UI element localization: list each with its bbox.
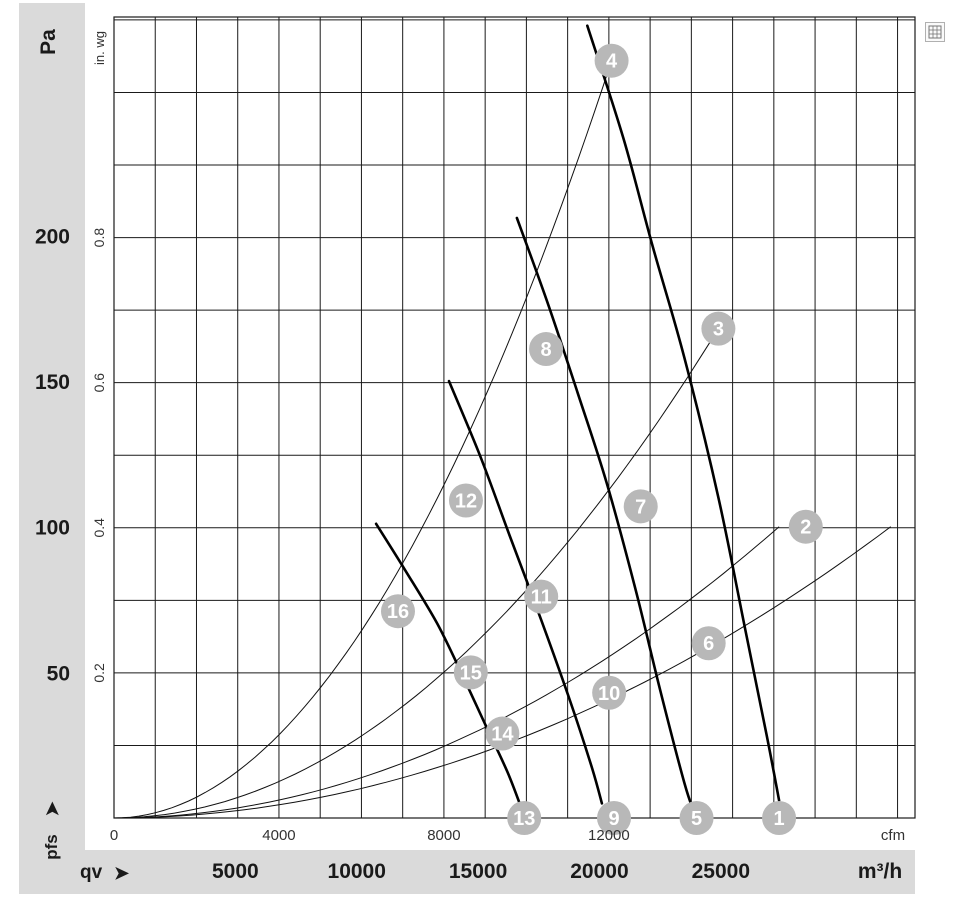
y-tick-label-inwg: 0.6 <box>91 373 107 393</box>
operating-point-label: 14 <box>491 724 514 746</box>
operating-point-marker <box>524 579 559 614</box>
operating-point-label: 15 <box>460 662 482 684</box>
y-tick-label-inwg: 0.4 <box>91 518 107 538</box>
system-curve <box>113 526 780 819</box>
operating-point-marker <box>762 801 797 835</box>
operating-point-label: 9 <box>608 808 619 830</box>
operating-point-label: 6 <box>703 633 714 655</box>
x-unit-cfm: cfm <box>881 827 905 844</box>
y-tick-label-inwg: 0.2 <box>91 663 107 683</box>
system-curve <box>113 328 719 819</box>
operating-point-label: 5 <box>691 808 702 830</box>
fan-curve <box>586 24 781 802</box>
operating-point-marker <box>788 509 823 544</box>
operating-point-marker <box>594 43 629 78</box>
operating-point-marker <box>592 675 627 710</box>
operating-point-marker <box>701 311 736 346</box>
y-tick-label-pa: 50 <box>47 662 70 685</box>
operating-point-marker <box>679 801 714 835</box>
axis-labels: Pa in. wg pfs ➤ qv ➤ m³/h cfm <box>37 29 905 883</box>
x-tick-label-cfm: 0 <box>110 827 118 844</box>
operating-point-marker <box>448 483 483 518</box>
operating-point-label: 8 <box>540 339 551 361</box>
operating-point-marker <box>453 655 488 690</box>
x-tick-label-m3h: 25000 <box>692 860 750 883</box>
plot-area <box>114 17 915 818</box>
operating-point-label: 10 <box>598 683 620 705</box>
system-curve <box>113 60 613 819</box>
operating-point-marker <box>597 801 632 835</box>
x-tick-label-m3h: 15000 <box>449 860 507 883</box>
y-tick-label-pa: 100 <box>35 517 70 540</box>
fan-curve <box>447 379 604 805</box>
left-unit-band <box>19 3 85 894</box>
y-tick-label-pa: 200 <box>35 225 70 248</box>
y-tick-label-inwg: 0.8 <box>91 228 107 248</box>
x-tick-label-m3h: 10000 <box>328 860 386 883</box>
operating-point-label: 7 <box>635 496 646 518</box>
operating-point-marker <box>485 716 520 751</box>
x-axis-arrow: ➤ <box>114 863 130 883</box>
operating-point-label: 2 <box>800 517 811 539</box>
operating-point-label: 11 <box>531 587 552 609</box>
fan-curves <box>374 24 781 814</box>
y-tick-label-pa: 150 <box>35 371 70 394</box>
x-tick-label-m3h: 20000 <box>570 860 628 883</box>
y-unit-inwg: in. wg <box>92 31 107 65</box>
x-tick-label-m3h: 5000 <box>212 860 259 883</box>
fullscreen-icon[interactable] <box>925 22 945 42</box>
y-axis-arrow: ➤ <box>42 801 62 817</box>
operating-point-marker <box>380 594 415 629</box>
x-tick-label-cfm: 12000 <box>588 827 630 844</box>
operating-point-label: 4 <box>606 51 618 73</box>
y-unit-pa: Pa <box>37 29 60 55</box>
operating-point-label: 12 <box>455 491 477 513</box>
operating-point-label: 3 <box>713 319 724 341</box>
operating-point-marker <box>529 332 564 367</box>
x-unit-m3h: m³/h <box>858 860 902 883</box>
operating-point-label: 16 <box>387 601 409 623</box>
operating-point-label: 13 <box>513 808 535 830</box>
operating-point-marker <box>507 801 542 835</box>
x-tick-label-cfm: 8000 <box>427 827 460 844</box>
operating-point-marker <box>623 489 658 524</box>
bottom-unit-band <box>19 850 915 894</box>
fan-curve <box>515 216 696 814</box>
operating-point-marker <box>691 626 726 661</box>
operating-point-label: 1 <box>774 808 785 830</box>
x-tick-label-cfm: 4000 <box>262 827 295 844</box>
grid <box>113 16 916 819</box>
y-symbol: pfs <box>42 834 61 860</box>
x-symbol: qv <box>80 862 103 883</box>
